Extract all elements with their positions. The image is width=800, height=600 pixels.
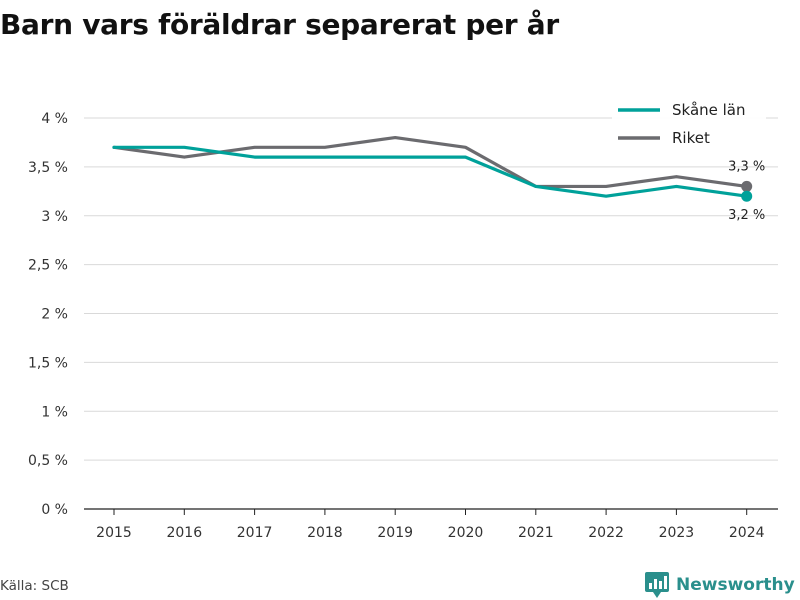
y-tick-label: 0,5 %	[28, 453, 68, 469]
y-tick-label: 2,5 %	[28, 258, 68, 274]
x-axis: 2015 2016 2017 2018 2019 2020 2021 2022 2023 2024	[96, 509, 765, 541]
y-tick-label: 4 %	[41, 111, 68, 127]
chart-title: Barn vars föräldrar separerat per år	[0, 8, 559, 41]
x-tick-label: 2016	[166, 525, 202, 541]
x-tick-label: 2022	[588, 525, 624, 541]
y-tick-label: 2 %	[41, 307, 68, 323]
x-tick-label: 2020	[448, 525, 484, 541]
y-tick-label: 1 %	[41, 404, 68, 420]
y-axis: 0 % 0,5 % 1 % 1,5 % 2 % 2,5 % 3 % 3,5 % 4 %	[28, 111, 68, 518]
y-tick-label: 3 %	[41, 209, 68, 225]
legend-box	[612, 93, 766, 156]
y-tick-label: 3,5 %	[28, 160, 68, 176]
source-note: Källa: SCB	[0, 578, 69, 594]
x-tick-label: 2024	[729, 525, 765, 541]
newsworthy-logo-icon	[645, 572, 669, 598]
end-label-skane-lan: 3,2 %	[728, 208, 765, 223]
x-tick-label: 2019	[377, 525, 413, 541]
series-end-point-riket	[741, 180, 753, 192]
x-tick-label: 2015	[96, 525, 132, 541]
brand-logo: Newsworthy	[644, 570, 795, 600]
end-labels: 3,2 % 3,3 %	[728, 159, 765, 223]
series-end-point-skane-lan	[741, 190, 753, 202]
y-tick-label: 1,5 %	[28, 355, 68, 371]
grid-lines	[84, 117, 778, 510]
series-layer	[112, 135, 753, 202]
x-tick-label: 2018	[307, 525, 343, 541]
x-tick-label: 2017	[237, 525, 273, 541]
x-tick-label: 2021	[518, 525, 554, 541]
brand-name: Newsworthy	[676, 575, 795, 595]
x-tick-label: 2023	[659, 525, 695, 541]
legend-label-riket: Riket	[672, 129, 710, 147]
end-label-riket: 3,3 %	[728, 159, 765, 174]
y-tick-label: 0 %	[41, 502, 68, 518]
legend-label-skane-lan: Skåne län	[672, 101, 746, 119]
series-line-skane-lan	[112, 145, 749, 198]
legend: Skåne län Riket	[612, 93, 766, 156]
